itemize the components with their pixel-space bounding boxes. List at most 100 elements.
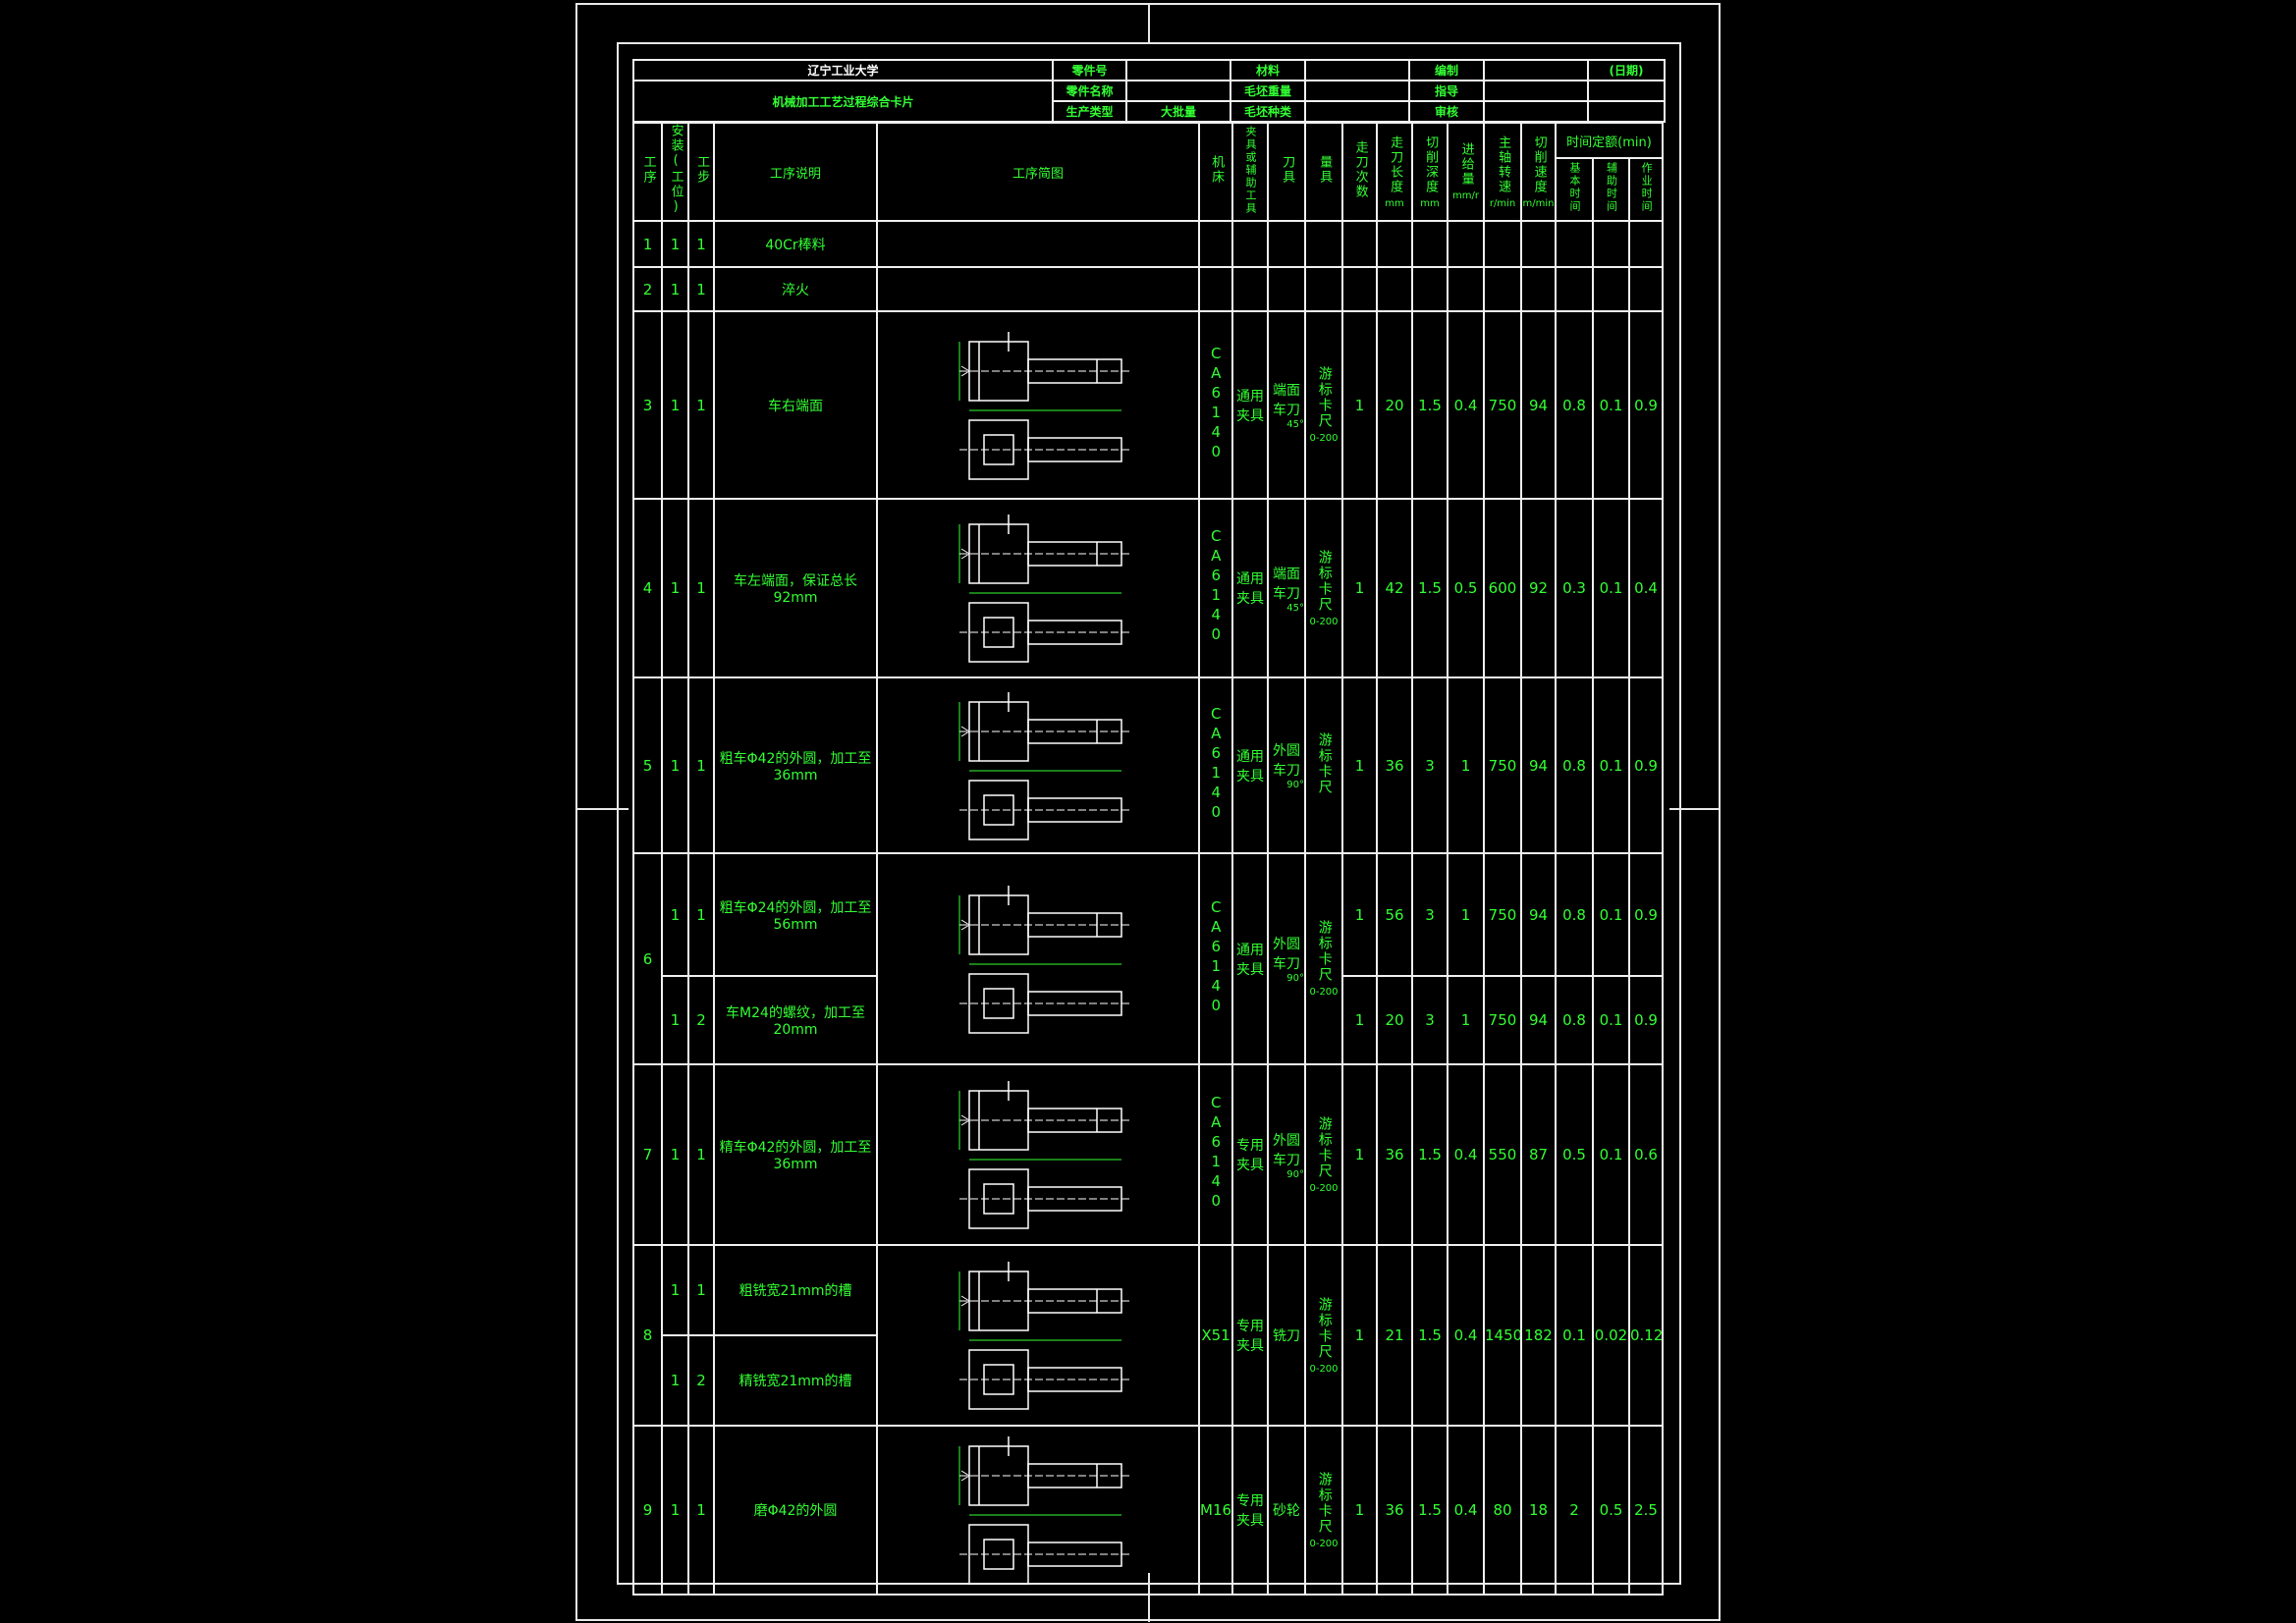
date-label: (日期) bbox=[1587, 59, 1666, 81]
fixture: 专用夹具 bbox=[1231, 1244, 1269, 1427]
machine: CA6140 bbox=[1198, 676, 1233, 854]
blank-weight-value[interactable] bbox=[1304, 80, 1410, 102]
depth: 1.5 bbox=[1411, 498, 1449, 678]
install-number-text: 1 bbox=[670, 235, 681, 253]
op-description: 40Cr棒料 bbox=[713, 220, 878, 268]
production-type-value[interactable]: 大批量 bbox=[1125, 100, 1231, 123]
depth: 1.5 bbox=[1411, 1244, 1449, 1427]
machine-text: CA6140 bbox=[1207, 527, 1226, 645]
step-number-text: 1 bbox=[696, 579, 706, 597]
machine-text: CA6140 bbox=[1207, 344, 1226, 462]
pass-len: 21 bbox=[1376, 1244, 1413, 1427]
depth: 1.5 bbox=[1411, 310, 1449, 500]
machine: M1616 bbox=[1198, 1425, 1233, 1596]
t-basic: 0.3 bbox=[1555, 498, 1594, 678]
passes: 1 bbox=[1341, 310, 1378, 500]
machine-text: CA6140 bbox=[1207, 1094, 1226, 1212]
blank-kind-value[interactable] bbox=[1304, 100, 1410, 123]
step-number-text: 1 bbox=[696, 1501, 706, 1519]
feed: 0.4 bbox=[1447, 1063, 1485, 1246]
op-sketch bbox=[876, 310, 1200, 500]
op-description: 精铣宽21mm的槽 bbox=[713, 1334, 878, 1427]
part-no-value[interactable] bbox=[1125, 59, 1231, 81]
col-sketch: 工序简图 bbox=[876, 122, 1200, 222]
depth-text: 1.5 bbox=[1418, 1501, 1442, 1519]
tool-text: 外圆车刀 bbox=[1273, 937, 1300, 972]
op-number-text: 9 bbox=[642, 1501, 653, 1519]
speed-text: 94 bbox=[1528, 756, 1549, 775]
empty-cell bbox=[1587, 80, 1666, 102]
step-number-text: 1 bbox=[696, 235, 706, 253]
material-value[interactable] bbox=[1304, 59, 1410, 81]
install-number: 1 bbox=[661, 852, 689, 977]
op-description-text: 车右端面 bbox=[768, 398, 823, 414]
t-work-text: 0.9 bbox=[1634, 1011, 1658, 1029]
install-number: 1 bbox=[661, 498, 689, 678]
speed-text: 94 bbox=[1528, 1011, 1549, 1029]
op-number: 5 bbox=[632, 676, 663, 854]
feed-text: 1 bbox=[1460, 756, 1471, 775]
prepared-value[interactable] bbox=[1483, 59, 1589, 81]
part-sketch bbox=[958, 1436, 1131, 1585]
tool-angle: 45° bbox=[1286, 419, 1304, 430]
gauge: 游标卡尺 0-200 bbox=[1304, 852, 1343, 1065]
pass-len: 42 bbox=[1376, 498, 1413, 678]
col-op: 工序 bbox=[632, 122, 663, 222]
install-number: 1 bbox=[661, 310, 689, 500]
spindle: 750 bbox=[1483, 676, 1522, 854]
fixture: 通用夹具 bbox=[1231, 676, 1269, 854]
speed-text: 18 bbox=[1528, 1501, 1549, 1519]
gauge: 游标卡尺 0-200 bbox=[1304, 310, 1343, 500]
speed-text: 182 bbox=[1524, 1326, 1553, 1344]
passes: 1 bbox=[1341, 1244, 1378, 1427]
feed: 0.5 bbox=[1447, 498, 1485, 678]
spindle-text: 550 bbox=[1488, 1146, 1517, 1163]
part-name-value[interactable] bbox=[1125, 80, 1231, 102]
machine-text: CA6140 bbox=[1207, 897, 1226, 1016]
feed: 0.4 bbox=[1447, 310, 1485, 500]
center-mark-top bbox=[1148, 3, 1150, 44]
blank-kind-label: 毛坯种类 bbox=[1230, 100, 1306, 123]
speed-text: 94 bbox=[1528, 396, 1549, 414]
depth-empty bbox=[1411, 220, 1449, 268]
t-aux: 0.1 bbox=[1592, 975, 1630, 1065]
feed-text: 0.4 bbox=[1453, 396, 1478, 414]
review-label: 审核 bbox=[1408, 100, 1485, 123]
t-work: 0.4 bbox=[1627, 498, 1665, 678]
review-value[interactable] bbox=[1483, 100, 1589, 123]
step-number: 1 bbox=[687, 676, 715, 854]
material-label: 材料 bbox=[1230, 59, 1306, 81]
install-number: 1 bbox=[661, 975, 689, 1065]
step-number: 1 bbox=[687, 266, 715, 312]
guide-value[interactable] bbox=[1483, 80, 1589, 102]
op-description-text: 车左端面，保证总长92mm bbox=[734, 573, 857, 606]
op-sketch bbox=[876, 498, 1200, 678]
spindle: 600 bbox=[1483, 498, 1522, 678]
feed: 1 bbox=[1447, 975, 1485, 1065]
passes-text: 1 bbox=[1354, 905, 1365, 924]
t-basic: 0.8 bbox=[1555, 975, 1594, 1065]
step-number-text: 1 bbox=[696, 1281, 706, 1299]
feed: 1 bbox=[1447, 676, 1485, 854]
fixture: 专用夹具 bbox=[1231, 1425, 1269, 1596]
speed: 87 bbox=[1520, 1063, 1557, 1246]
install-number-text: 1 bbox=[670, 396, 681, 414]
t-work: 2.5 bbox=[1627, 1425, 1665, 1596]
t-aux-text: 0.1 bbox=[1599, 1011, 1623, 1029]
op-number: 2 bbox=[632, 266, 663, 312]
feed-text: 0.4 bbox=[1453, 1146, 1478, 1163]
fixture-text: 通用夹具 bbox=[1236, 571, 1264, 607]
tool: 外圆车刀 90° bbox=[1267, 852, 1306, 1065]
depth-text: 1.5 bbox=[1418, 1146, 1442, 1163]
op-number-text: 7 bbox=[642, 1146, 653, 1163]
gauge bbox=[1304, 220, 1343, 268]
gauge-range: 0-200 bbox=[1309, 1538, 1339, 1549]
op-description-text: 粗车Φ24的外圆，加工至56mm bbox=[719, 899, 872, 933]
t-basic-text: 0.8 bbox=[1562, 905, 1586, 924]
t-basic: 2 bbox=[1555, 1425, 1594, 1596]
depth-text: 1.5 bbox=[1418, 1326, 1442, 1344]
center-mark-left bbox=[577, 808, 629, 810]
install-number-text: 1 bbox=[670, 1281, 681, 1299]
depth-empty bbox=[1411, 266, 1449, 312]
header-row: 工序 安装(工位) 工步 工序说明 工序简图 机床 夹具或辅助工具 刀具 量具 … bbox=[632, 121, 1665, 222]
